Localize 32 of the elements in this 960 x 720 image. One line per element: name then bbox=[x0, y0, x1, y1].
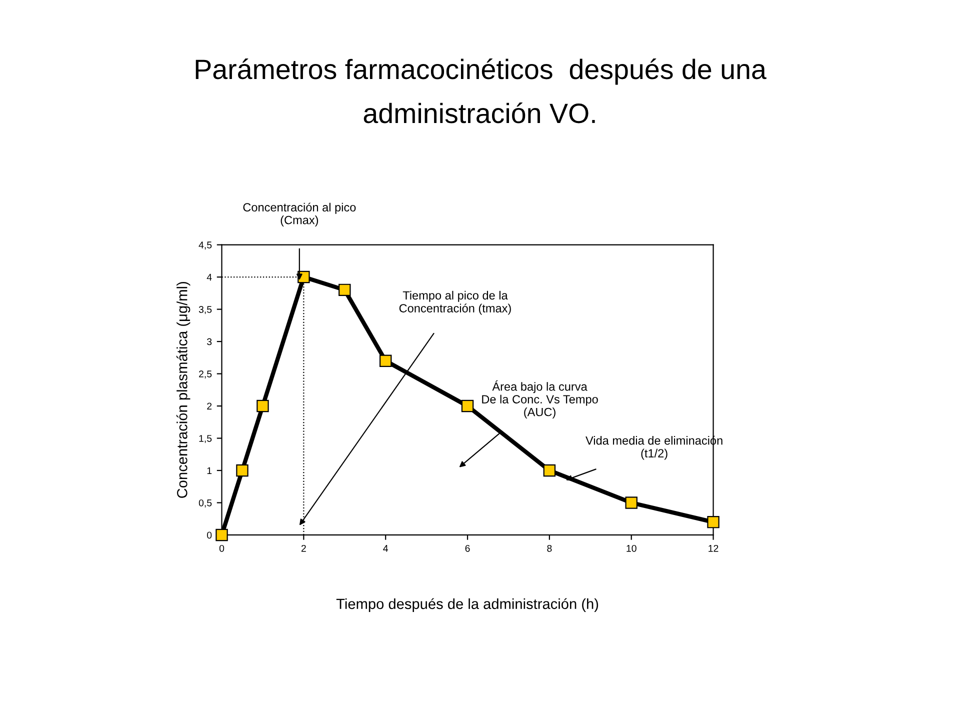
chart-title: Parámetros farmacocinéticos después de una administración VO. bbox=[196, 58, 766, 124]
y-tick-label: 0,5 bbox=[198, 499, 212, 508]
x-tick-label: 0 bbox=[219, 544, 224, 552]
x-tick-label: 2 bbox=[301, 544, 306, 552]
text: Concentración al pico (Cmax) bbox=[243, 202, 356, 227]
y-tick-label: 3 bbox=[207, 338, 212, 346]
x-tick-label: 8 bbox=[547, 544, 552, 552]
y-tick-label: 3,5 bbox=[198, 306, 212, 314]
point bbox=[236, 464, 248, 477]
point bbox=[338, 284, 351, 296]
x-tick-label: 12 bbox=[708, 544, 718, 552]
y-tick-label: 1,5 bbox=[199, 435, 212, 444]
y-tick-label: 0 bbox=[207, 532, 212, 539]
point bbox=[543, 464, 556, 477]
point bbox=[625, 496, 638, 509]
x-tick-label: 4 bbox=[383, 545, 388, 552]
point bbox=[216, 528, 228, 542]
point bbox=[379, 354, 392, 367]
y-tick-label: 1 bbox=[207, 467, 212, 474]
annotation: Tiempo al pico de la Concentración (tmax) bbox=[399, 290, 511, 315]
point bbox=[256, 400, 269, 412]
point bbox=[707, 516, 720, 528]
x-tick-label: 6 bbox=[465, 544, 470, 552]
y-tick-label: 2 bbox=[207, 402, 212, 410]
point bbox=[461, 400, 474, 412]
x-axis-title: Tiempo después de la administración (h) bbox=[336, 598, 598, 612]
y-axis-title: Concentración plasmática (μg/ml) bbox=[176, 282, 190, 498]
y-tick-label: 2,5 bbox=[199, 370, 212, 379]
x-tick-label: 10 bbox=[626, 544, 636, 552]
y-tick-label: 4,5 bbox=[198, 242, 212, 250]
y-tick-label: 4 bbox=[206, 274, 212, 281]
annotation: Área bajo la curva De la Conc. Vs Tempo (AUC) bbox=[482, 380, 598, 419]
